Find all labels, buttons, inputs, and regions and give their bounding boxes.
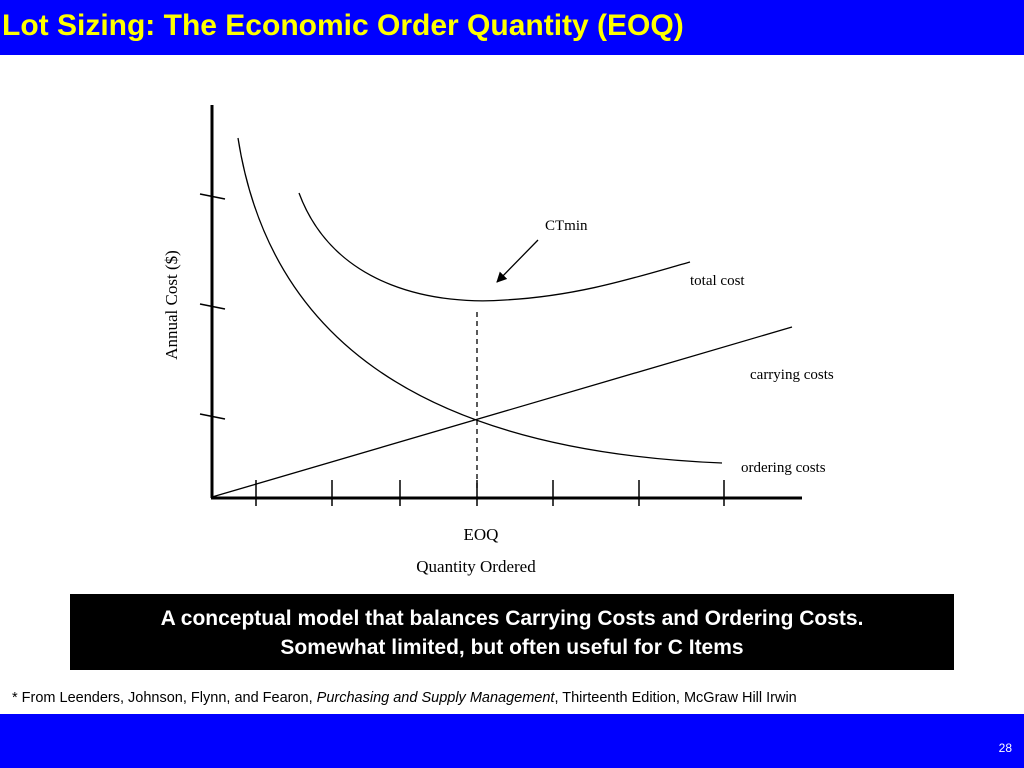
footnote-book: Purchasing and Supply Management — [316, 690, 555, 706]
total-cost-curve — [298, 192, 691, 302]
axes — [199, 105, 802, 506]
eoq-diagram: CTmin total cost carrying costs ordering… — [162, 105, 834, 576]
slide-title: Lot Sizing: The Economic Order Quantity … — [2, 9, 684, 42]
x-ticks — [255, 480, 725, 506]
eoq-label: EOQ — [464, 525, 499, 544]
callout-line: A conceptual model that balances Carryin… — [160, 607, 864, 630]
callout-box: A conceptual model that balances Carryin… — [70, 594, 954, 670]
y-axis-label: Annual Cost ($) — [162, 250, 181, 360]
callout-line: Somewhat limited, but often useful for C… — [280, 636, 744, 659]
x-axis-label: Quantity Ordered — [416, 557, 536, 576]
total-cost-label: total cost — [690, 273, 745, 289]
ordering-costs-label: ordering costs — [741, 460, 826, 476]
footnote-suffix: , Thirteenth Edition, McGraw Hill Irwin — [554, 690, 797, 706]
footnote: * From Leenders, Johnson, Flynn, and Fea… — [12, 690, 797, 706]
title-bar: Lot Sizing: The Economic Order Quantity … — [0, 0, 1024, 55]
ctmin-label: CTmin — [545, 218, 588, 234]
footnote-prefix: * From Leenders, Johnson, Flynn, and Fea… — [12, 690, 313, 706]
carrying-cost-line — [211, 326, 793, 498]
carrying-costs-label: carrying costs — [750, 367, 834, 383]
ctmin-arrow — [496, 239, 539, 283]
ordering-cost-curve — [237, 137, 723, 464]
footer-bar: 28 — [0, 714, 1024, 768]
page-number: 28 — [998, 741, 1012, 755]
y-ticks — [199, 193, 226, 420]
